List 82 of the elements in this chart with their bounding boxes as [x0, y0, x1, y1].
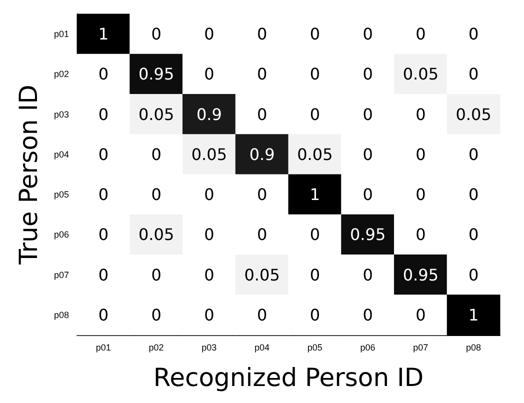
- data-label: 0: [98, 185, 109, 204]
- data-label: 1: [310, 185, 320, 204]
- data-label: 0: [362, 265, 373, 284]
- y-tick-label: p07: [54, 270, 69, 280]
- data-label: 0: [310, 104, 320, 124]
- x-tick-label: p08: [466, 342, 482, 352]
- data-label: 0: [416, 305, 426, 324]
- data-label: 0: [416, 24, 426, 44]
- x-tick-label: p02: [148, 342, 164, 352]
- data-label: 0: [204, 265, 214, 284]
- data-label: 0.05: [456, 104, 492, 124]
- data-label: 0: [362, 24, 373, 44]
- data-label: 0: [256, 185, 268, 204]
- y-tick-label: p06: [54, 230, 69, 240]
- data-label: 0: [204, 185, 214, 204]
- data-label: 0: [468, 185, 479, 204]
- data-label: 0: [416, 104, 426, 124]
- y-tick-label: p01: [54, 29, 69, 40]
- data-label: 0: [151, 265, 162, 284]
- data-label: 0: [256, 305, 268, 324]
- data-label: 0: [98, 225, 109, 244]
- y-tick-label: p05: [54, 190, 69, 200]
- data-label: 0: [416, 144, 426, 164]
- data-label: 0: [416, 225, 426, 244]
- data-label: 0: [362, 64, 373, 84]
- data-label: 0: [416, 185, 426, 204]
- data-label: 0: [468, 144, 479, 164]
- x-tick-label: p06: [360, 342, 376, 352]
- data-label: 0: [151, 144, 162, 164]
- data-label: 0.05: [402, 64, 438, 84]
- data-label: 0: [98, 305, 109, 324]
- data-label: 0.05: [297, 144, 333, 164]
- data-label: 0: [310, 225, 320, 244]
- data-label: 0: [362, 104, 373, 124]
- x-tick-label: p05: [307, 342, 322, 352]
- y-axis-title: True Person ID: [14, 84, 43, 266]
- data-label: 0.05: [191, 144, 227, 164]
- x-tick-label: p07: [413, 342, 428, 352]
- data-label: 0.05: [138, 104, 174, 124]
- data-label: 0: [256, 225, 268, 244]
- x-axis-title: Recognized Person ID: [153, 363, 424, 392]
- data-label: 0: [98, 104, 109, 124]
- data-label: 0: [468, 265, 479, 284]
- data-label: 0: [204, 225, 214, 244]
- data-label: 0.95: [402, 265, 438, 284]
- data-label: 0: [256, 24, 268, 44]
- data-label: 0: [468, 24, 479, 44]
- x-tick-label: p04: [254, 342, 270, 352]
- y-tick-label: p08: [54, 310, 69, 320]
- data-label: 0: [204, 64, 214, 84]
- data-label: 0: [310, 64, 320, 84]
- data-label: 1: [468, 305, 479, 324]
- data-label: 0: [151, 24, 162, 44]
- y-tick-label: p04: [54, 149, 69, 160]
- data-label: 0: [310, 305, 320, 324]
- data-label: 0: [98, 64, 109, 84]
- data-label: 0: [310, 24, 320, 44]
- data-label: 0: [151, 305, 162, 324]
- data-label: 0.9: [249, 144, 275, 164]
- data-label: 0: [468, 64, 479, 84]
- data-label: 0: [98, 265, 109, 284]
- y-tick-label: p02: [54, 69, 69, 80]
- data-label: 0: [256, 64, 268, 84]
- y-tick-label: p03: [54, 109, 69, 120]
- data-label: 0: [468, 225, 479, 244]
- data-label: 0: [151, 185, 162, 204]
- data-label: 0.95: [350, 225, 386, 244]
- data-label: 0.05: [244, 265, 280, 284]
- data-label: 0: [98, 144, 109, 164]
- data-label: 0: [310, 265, 320, 284]
- data-label: 1: [98, 24, 109, 44]
- data-label: 0: [256, 104, 268, 124]
- data-label: 0.9: [196, 104, 222, 124]
- data-label: 0: [362, 185, 373, 204]
- x-tick-label: p03: [202, 342, 217, 352]
- data-label: 0.05: [138, 225, 174, 244]
- data-label: 0: [204, 305, 214, 324]
- data-label: 0.95: [138, 64, 174, 84]
- data-label: 0: [362, 144, 373, 164]
- data-label: 0: [362, 305, 373, 324]
- x-tick-label: p01: [96, 342, 111, 352]
- data-label: 0: [204, 24, 214, 44]
